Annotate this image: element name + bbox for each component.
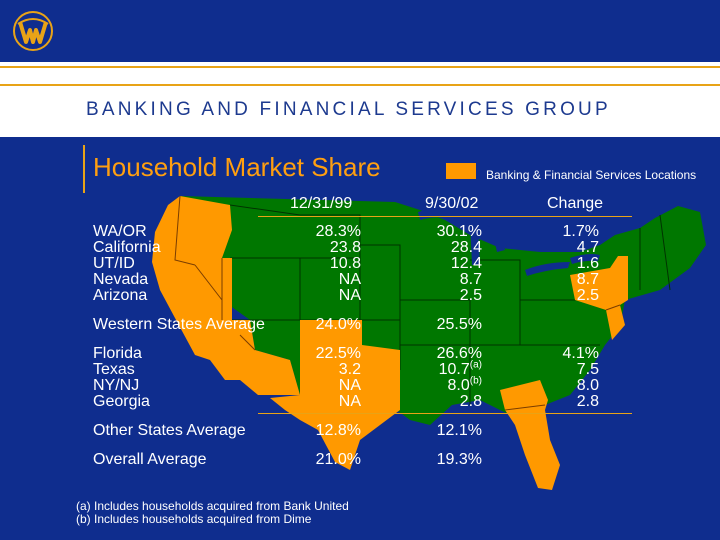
cell-093002: 2.8: [460, 394, 482, 410]
logo-mark-icon: [13, 11, 53, 51]
cell-093002: 10.7(a): [438, 359, 482, 378]
column-header-1: 12/31/99: [290, 195, 353, 212]
legend-label: Banking & Financial Services Locations: [486, 168, 697, 182]
row-label: NY/NJ: [93, 377, 140, 394]
cell-093002: 12.1%: [437, 423, 482, 439]
cell-change: 2.5: [576, 287, 599, 304]
cell-093002: 12.4: [451, 256, 482, 272]
cell-change: 7.5: [576, 361, 599, 378]
map-region-southeast: [500, 380, 560, 490]
cell-093002: 26.6%: [437, 346, 482, 362]
content-panel: [0, 137, 720, 540]
header-strip: [66, 0, 720, 62]
row-label: Florida: [93, 345, 142, 362]
page-title: Household Market Share: [93, 152, 381, 182]
title-accent-bar: [83, 145, 85, 193]
cell-1231-99: NA: [338, 271, 361, 288]
cell-093002-value: 10.7: [438, 361, 470, 378]
us-map: [152, 195, 706, 490]
cell-1231-99: NA: [338, 393, 361, 410]
top-banner: [0, 0, 720, 62]
cell-093002-value: 25.5%: [436, 316, 482, 333]
cell-1231-99: 24.0%: [315, 316, 361, 333]
cell-093002-value: 8.7: [459, 271, 482, 288]
cell-093002: 2.5: [460, 288, 482, 304]
cell-1231-99: 12.8%: [315, 422, 361, 439]
row-label: WA/OR: [93, 223, 147, 240]
cell-093002-value: 19.3%: [436, 451, 482, 468]
row-label: UT/ID: [93, 255, 135, 272]
cell-1231-99: 21.0%: [315, 451, 361, 468]
cell-093002: 28.4: [451, 240, 482, 256]
footnote-marker: (b): [469, 375, 482, 387]
accent-line-bottom: [0, 84, 720, 86]
cell-change: 8.7: [576, 271, 599, 288]
cell-093002-value: 8.0: [447, 377, 470, 394]
legend-swatch: [446, 163, 476, 179]
company-logo: [0, 0, 66, 62]
map-region-texas: [270, 320, 400, 470]
cell-093002: 8.7: [460, 272, 482, 288]
cell-1231-99: 22.5%: [315, 345, 361, 362]
section-rule: [258, 413, 632, 414]
row-label: Georgia: [93, 393, 150, 410]
cell-1231-99: 23.8: [329, 239, 361, 256]
cell-change: 4.1%: [562, 345, 599, 362]
group-name: BANKING AND FINANCIAL SERVICES GROUP: [86, 99, 611, 120]
cell-change: 1.6: [576, 255, 599, 272]
column-header-2: 9/30/02: [425, 195, 479, 212]
accent-line-top: [0, 66, 720, 68]
cell-1231-99: 28.3%: [315, 223, 361, 240]
cell-1231-99: NA: [338, 377, 361, 394]
map-orange-borders: [174, 195, 621, 411]
row-label: California: [93, 239, 161, 256]
column-header-3: Change: [547, 195, 604, 212]
cell-change: 4.7: [576, 239, 599, 256]
cell-1231-99: 10.8: [329, 255, 361, 272]
cell-093002: 19.3%: [437, 452, 482, 468]
cell-093002: 30.1%: [437, 224, 482, 240]
cell-1231-99: NA: [338, 287, 361, 304]
cell-093002: 8.0(b): [447, 375, 482, 394]
cell-change: 8.0: [576, 377, 599, 394]
header-rule: [258, 216, 632, 217]
footnote-b: (b) Includes households acquired from Di…: [76, 512, 312, 526]
map-region-west: [152, 196, 300, 395]
cell-093002-value: 12.4: [450, 255, 482, 272]
row-label: Other States Average: [93, 422, 246, 439]
footnote-a: (a) Includes households acquired from Ba…: [76, 499, 349, 513]
cell-093002-value: 28.4: [450, 239, 482, 256]
cell-093002-value: 12.1%: [436, 422, 482, 439]
row-label: Overall Average: [93, 451, 207, 468]
cell-1231-99: 3.2: [338, 361, 361, 378]
row-label: Texas: [93, 361, 135, 378]
cell-093002: 25.5%: [437, 317, 482, 333]
map-lakes: [418, 208, 600, 276]
cell-change: 1.7%: [562, 223, 599, 240]
cell-093002-value: 2.8: [459, 393, 482, 410]
cell-093002-value: 2.5: [459, 287, 482, 304]
row-label: Arizona: [93, 287, 148, 304]
cell-093002-value: 30.1%: [436, 223, 482, 240]
cell-change: 2.8: [576, 393, 599, 410]
cell-093002-value: 26.6%: [436, 345, 482, 362]
row-label: Western States Average: [93, 316, 265, 333]
map-region-northeast: [570, 256, 628, 340]
footnote-marker: (a): [469, 359, 482, 371]
row-label: Nevada: [93, 271, 149, 288]
